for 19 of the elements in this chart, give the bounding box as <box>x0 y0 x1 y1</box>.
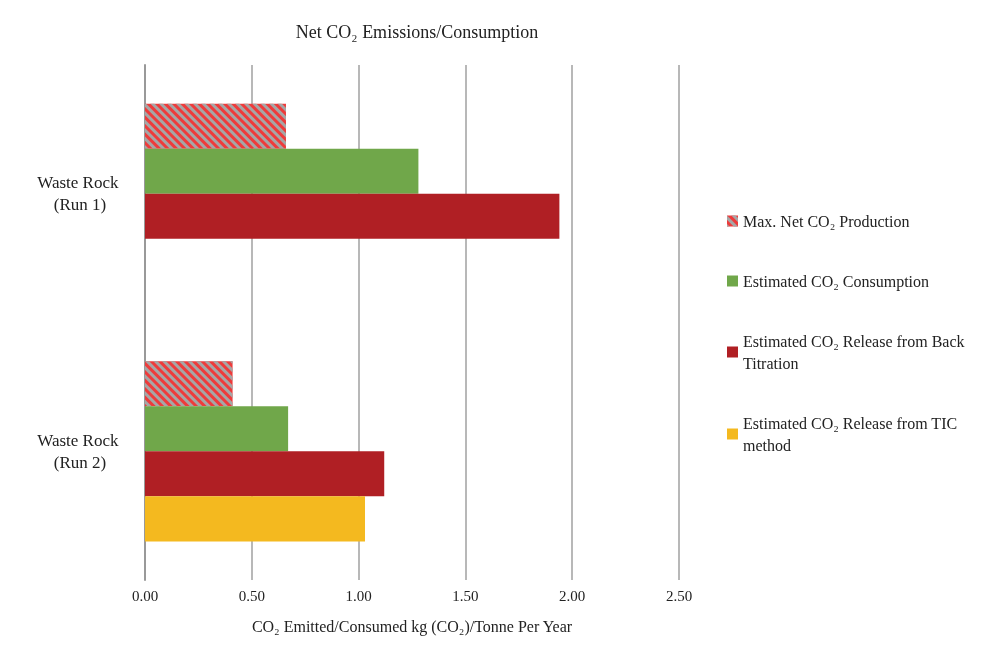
x-tick-label: 1.50 <box>452 587 479 604</box>
y-tick-label: Waste Rock (Run 1) <box>37 173 123 215</box>
y-tick-label: Waste Rock (Run 2) <box>37 430 123 472</box>
x-axis-title: CO₂ Emitted/Consumed kg (CO₂)/Tonne Per Year <box>251 617 573 636</box>
bar <box>145 496 366 542</box>
bar <box>145 193 560 239</box>
chart-title: Net CO₂ Emissions/Consumption <box>295 22 539 42</box>
x-tick-label: 2.00 <box>559 587 586 604</box>
legend-label: Estimated CO₂ Release from TIC method <box>743 414 962 454</box>
x-tick-label: 2.50 <box>665 587 693 604</box>
x-tick-label: 0.50 <box>238 587 265 604</box>
legend-label: Estimated CO₂ Consumption <box>743 272 930 291</box>
x-tick-label: 1.00 <box>345 587 372 604</box>
bar <box>145 406 289 452</box>
legend-label: Max. Net CO₂ Production <box>743 212 910 230</box>
legend-label: Estimated CO₂ Release from Back Titration <box>743 332 969 372</box>
bar <box>145 148 419 194</box>
x-tick-label: 0.00 <box>131 587 159 604</box>
bar <box>145 451 385 497</box>
